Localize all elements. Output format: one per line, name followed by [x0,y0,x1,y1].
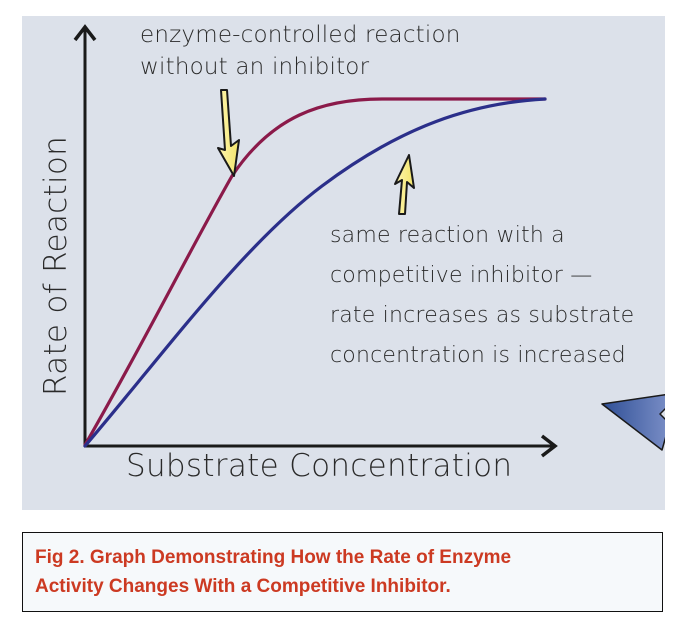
yellow-arrow-down-icon [217,89,240,177]
annotation-inhibitor-line3: rate increases as substrate [330,303,635,328]
figure-panel: enzyme-controlled reaction without an in… [22,16,665,510]
annotation-competitive-inhibitor: same reaction with a competitive inhibit… [330,216,634,376]
x-axis [84,434,558,458]
figure-caption: Fig 2. Graph Demonstrating How the Rate … [35,543,511,601]
annotation-no-inhibitor: enzyme-controlled reaction without an in… [140,19,461,83]
annotation-inhibitor-line1: same reaction with a [330,223,565,248]
figure-caption-line1: Fig 2. Graph Demonstrating How the Rate … [35,547,512,568]
y-axis-label: Rate of Reaction [38,135,74,396]
figure-caption-box: Fig 2. Graph Demonstrating How the Rate … [22,532,663,612]
curve-competitive-inhibitor [83,97,547,448]
curve-no-inhibitor [83,97,547,447]
annotation-inhibitor-line2: competitive inhibitor — [330,263,593,288]
x-axis-label: Substrate Concentration [126,448,513,484]
yellow-arrow-up-icon [394,154,415,215]
annotation-inhibitor-line4: concentration is increased [330,343,626,368]
figure-caption-line2: Activity Changes With a Competitive Inhi… [35,576,451,597]
annotation-no-inhibitor-line1: enzyme-controlled reaction [140,22,461,48]
chart-plot [73,24,665,458]
annotation-no-inhibitor-line2: without an inhibitor [140,54,370,80]
blue-pointer-arrow-icon [601,393,665,451]
y-axis [73,24,97,447]
